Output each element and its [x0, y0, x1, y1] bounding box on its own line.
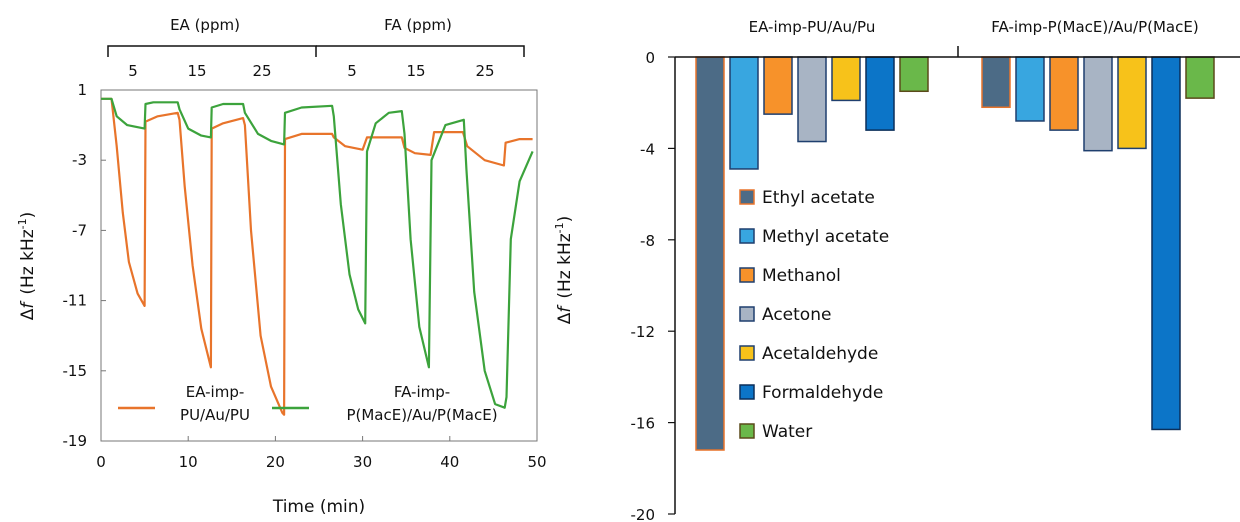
line-chart: EA (ppm) FA (ppm) 5 15 25 5 15 25 0 10 20 3…	[16, 16, 547, 517]
bar-methanol-group-2	[1049, 56, 1079, 131]
legend-swatch	[739, 345, 755, 361]
y-tick-label: -3	[72, 151, 87, 169]
y-tick-label: -7	[72, 221, 87, 239]
y-tick-label: -20	[631, 506, 656, 522]
x-tick-label: 0	[96, 453, 106, 471]
bar-acetaldehyde-group-1	[831, 56, 861, 102]
legend-label: Acetaldehyde	[762, 344, 878, 364]
bar-formaldehyde-group-2	[1151, 56, 1181, 431]
legend-swatch	[739, 189, 755, 205]
y-tick-label: 1	[77, 81, 87, 99]
legend-swatch	[739, 228, 755, 244]
y-axis-label: Δf(Hz kHz-1)	[16, 212, 38, 321]
concentration-label: 5	[347, 62, 357, 80]
series-line-fa	[101, 97, 534, 409]
legend-label: Methyl acetate	[762, 227, 889, 247]
bar-formaldehyde-group-1	[865, 56, 895, 131]
bar-water-group-2	[1185, 56, 1215, 99]
concentration-label: 25	[252, 62, 271, 80]
x-tick-label: 10	[179, 453, 198, 471]
y-tick-label: -16	[631, 415, 656, 433]
bar-ethyl-acetate-group-1	[695, 56, 725, 451]
group-label-fa-imp: FA-imp-P(MacE)/Au/P(MacE)	[991, 18, 1198, 36]
group-label-fa: FA (ppm)	[384, 16, 452, 34]
group-label-ea: EA (ppm)	[170, 16, 240, 34]
x-tick-label: 30	[353, 453, 372, 471]
legend-label: Acetone	[762, 305, 831, 325]
legend-swatch	[739, 423, 755, 439]
bar-acetone-group-2	[1083, 56, 1113, 152]
y-tick-label: -4	[640, 140, 655, 158]
group-bracket-fa	[316, 45, 525, 57]
legend-swatch	[739, 384, 755, 400]
concentration-label: 25	[475, 62, 494, 80]
plot-frame	[100, 89, 538, 442]
legend-label: Formaldehyde	[762, 383, 883, 403]
legend-label-fa-2: P(MacE)/Au/P(MacE)	[346, 406, 497, 424]
bar-chart: EA-imp-PU/Au/Pu FA-imp-P(MacE)/Au/P(MacE…	[553, 18, 1240, 522]
legend-label: Water	[762, 422, 812, 442]
y-tick-label: -15	[63, 362, 88, 380]
concentration-label: 5	[128, 62, 138, 80]
x-tick-label: 40	[440, 453, 459, 471]
bar-methanol-group-1	[763, 56, 793, 115]
bar-acetaldehyde-group-2	[1117, 56, 1147, 150]
x-axis-label: Time (min)	[272, 497, 365, 517]
y-axis-label: Δf(Hz kHz-1)	[553, 216, 575, 325]
y-tick-label: -11	[63, 292, 88, 310]
legend-label-fa-1: FA-imp-	[394, 383, 450, 401]
x-tick-label: 20	[266, 453, 285, 471]
bar-acetone-group-1	[797, 56, 827, 143]
series-line-ea	[101, 97, 533, 416]
bar-ethyl-acetate-group-2	[981, 56, 1011, 109]
concentration-label: 15	[406, 62, 425, 80]
bar-water-group-1	[899, 56, 929, 93]
group-label-ea-imp: EA-imp-PU/Au/Pu	[749, 18, 876, 36]
x-tick-label: 50	[527, 453, 546, 471]
y-tick-label: -12	[631, 323, 656, 341]
bar-methyl-acetate-group-1	[729, 56, 759, 170]
legend: EA-imp- PU/Au/PU FA-imp- P(MacE)/Au/P(Ma…	[118, 383, 498, 424]
legend: Ethyl acetate Methyl acetate Methanol Aceto…	[739, 188, 889, 442]
bar-methyl-acetate-group-2	[1015, 56, 1045, 122]
y-tick-label: 0	[645, 49, 655, 67]
y-tick-label: -19	[63, 432, 88, 450]
legend-label-ea-2: PU/Au/PU	[180, 406, 250, 424]
group-bracket-ea	[107, 45, 317, 57]
legend-label: Ethyl acetate	[762, 188, 875, 208]
legend-label: Methanol	[762, 266, 841, 286]
y-tick-label: -8	[640, 232, 655, 250]
legend-swatch	[739, 306, 755, 322]
concentration-label: 15	[187, 62, 206, 80]
legend-label-ea-1: EA-imp-	[186, 383, 245, 401]
legend-swatch	[739, 267, 755, 283]
